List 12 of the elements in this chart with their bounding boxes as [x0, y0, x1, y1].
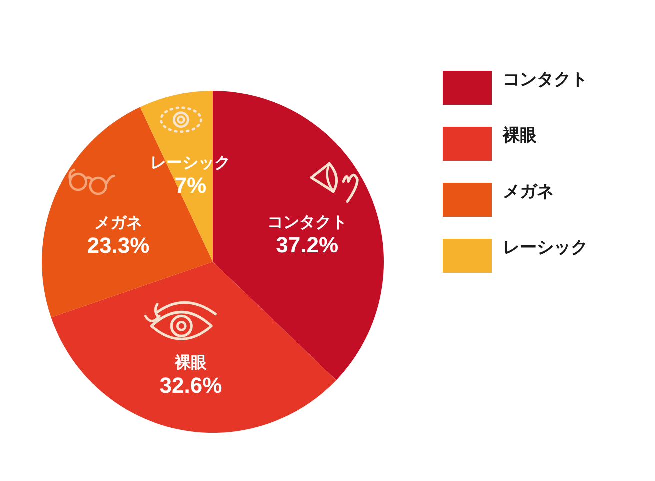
slice-label: メガネ — [94, 215, 143, 232]
data-label: 32.6% — [160, 373, 222, 398]
slice-label: コンタクト — [267, 214, 348, 232]
legend-label: レーシック — [503, 238, 588, 257]
data-label: 37.2% — [276, 232, 339, 258]
data-label: 23.3% — [87, 233, 150, 258]
legend-label: 裸眼 — [502, 126, 538, 145]
slice-label: 裸眼 — [174, 354, 208, 372]
data-label: 7% — [174, 172, 207, 198]
slice-label: レーシック — [150, 154, 231, 172]
legend-label: コンタクト — [503, 70, 588, 89]
legend-label: メガネ — [503, 182, 554, 201]
